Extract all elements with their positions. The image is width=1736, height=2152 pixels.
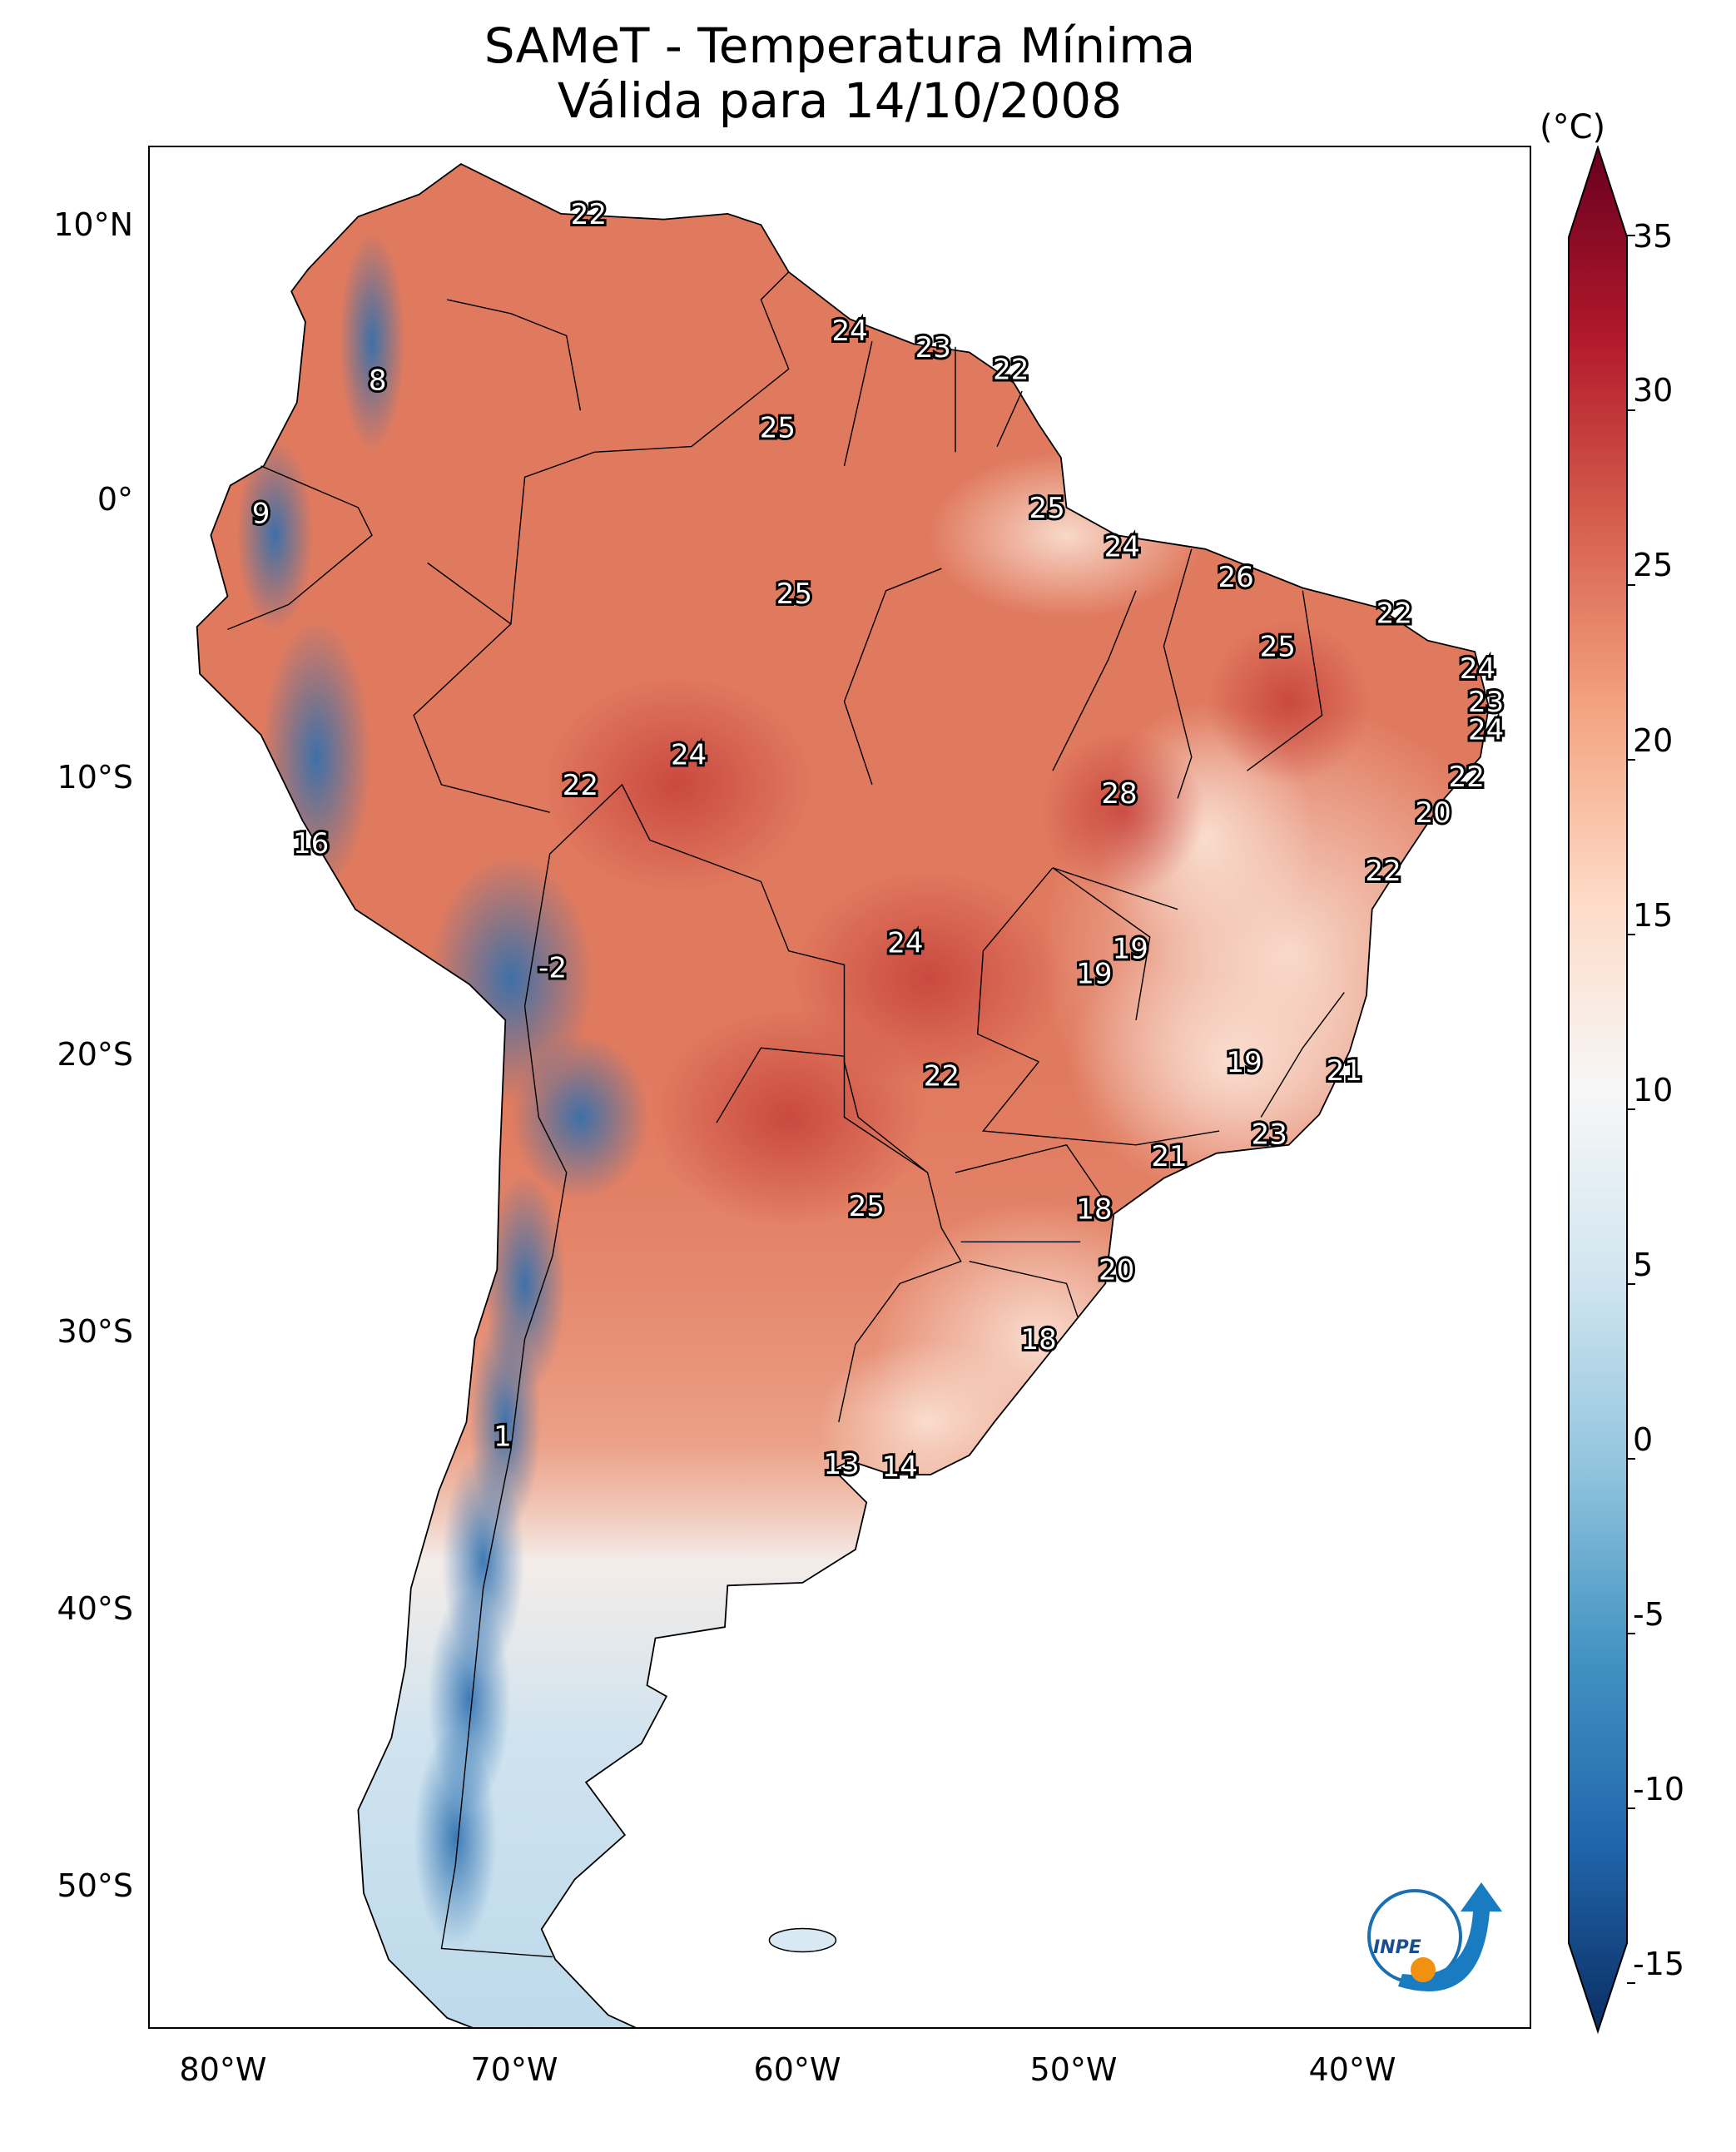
logo-dot	[1411, 1957, 1436, 1982]
value-label: 16	[293, 827, 329, 860]
lat-label: 10°N	[53, 206, 133, 243]
colorbar-label: 0	[1633, 1421, 1654, 1458]
value-label: 20	[1099, 1254, 1134, 1287]
lat-label: 20°S	[57, 1036, 133, 1073]
value-label: 22	[993, 353, 1029, 386]
colorbar-label: -15	[1633, 1946, 1685, 1982]
value-label: 25	[849, 1190, 885, 1223]
value-label: 1	[494, 1420, 512, 1453]
value-label: 25	[776, 578, 812, 611]
value-label: 24	[671, 738, 707, 771]
value-label: 25	[1029, 492, 1065, 525]
value-label: 22	[924, 1060, 960, 1093]
colorbar	[1568, 146, 1635, 2035]
value-label: 22	[1376, 597, 1412, 630]
colorbar-ticks	[1627, 235, 1635, 1984]
value-label: 23	[1252, 1118, 1287, 1151]
colorbar-label: 15	[1633, 897, 1674, 934]
title-line-2: Válida para 14/10/2008	[557, 72, 1123, 129]
lon-label: 70°W	[470, 2051, 558, 2088]
value-label: 23	[1468, 686, 1504, 719]
land-fill	[196, 162, 1490, 2027]
value-label: 22	[563, 769, 598, 802]
value-label: 26	[1218, 561, 1254, 594]
value-label: 18	[1021, 1323, 1057, 1356]
value-label: 14	[882, 1450, 918, 1484]
value-label: 24	[887, 927, 923, 960]
value-label: 28	[1101, 777, 1137, 811]
value-label: 24	[1104, 531, 1140, 564]
value-label: 9	[252, 498, 270, 531]
colorbar-label: 20	[1633, 722, 1674, 759]
value-label: 18	[1076, 1193, 1112, 1226]
value-label: 25	[760, 411, 796, 444]
value-label: 8	[369, 364, 387, 398]
value-label: 13	[824, 1448, 860, 1481]
colorbar-bar	[1568, 146, 1628, 2035]
value-label: 19	[1076, 957, 1112, 990]
value-label: 21	[1151, 1140, 1187, 1173]
colorbar-label: 5	[1633, 1247, 1654, 1283]
map-title: SAMeT - Temperatura Mínima Válida para 1…	[148, 18, 1531, 128]
value-label: -2	[538, 952, 567, 985]
lat-label: 50°S	[57, 1867, 133, 1904]
colorbar-label: 25	[1633, 547, 1674, 583]
value-label: 19	[1113, 932, 1148, 965]
value-label: 23	[915, 331, 951, 364]
lon-label: 80°W	[179, 2051, 267, 2088]
title-line-1: SAMeT - Temperatura Mínima	[484, 17, 1196, 74]
lat-label: 30°S	[57, 1313, 133, 1350]
lat-label: 10°S	[57, 759, 133, 796]
value-label: 24	[832, 315, 868, 348]
colorbar-unit: (°C)	[1540, 108, 1606, 146]
value-label: 19	[1227, 1046, 1262, 1079]
value-label: 25	[1260, 630, 1296, 663]
logo-swoosh	[1398, 1882, 1502, 1991]
logo-text: INPE	[1373, 1937, 1421, 1958]
value-label: 21	[1327, 1054, 1362, 1088]
colorbar-label: 35	[1633, 218, 1674, 255]
lon-label: 60°W	[753, 2051, 841, 2088]
value-label: 22	[1365, 855, 1401, 888]
country-borders	[227, 271, 1345, 1958]
lat-label: 40°S	[57, 1590, 133, 1627]
value-label: 22	[1449, 761, 1485, 794]
value-label: 24	[1468, 713, 1504, 746]
value-label: 24	[1460, 652, 1495, 686]
colorbar-label: -10	[1633, 1771, 1685, 1807]
lon-label: 40°W	[1308, 2051, 1396, 2088]
lat-label: 0°	[97, 481, 133, 518]
value-label: 22	[571, 198, 607, 231]
value-label: 20	[1416, 796, 1451, 830]
colorbar-label: 10	[1633, 1072, 1674, 1108]
map-area: 22 24 23 22 8 25 9 25 24 26 25 22 25 24 23 24 24 22 22 28 20…	[148, 146, 1531, 2029]
lon-label: 50°W	[1029, 2051, 1118, 2088]
colorbar-label: -5	[1633, 1596, 1664, 1633]
colorbar-label: 30	[1633, 372, 1674, 409]
inpe-logo: INPE	[1367, 1882, 1502, 1991]
